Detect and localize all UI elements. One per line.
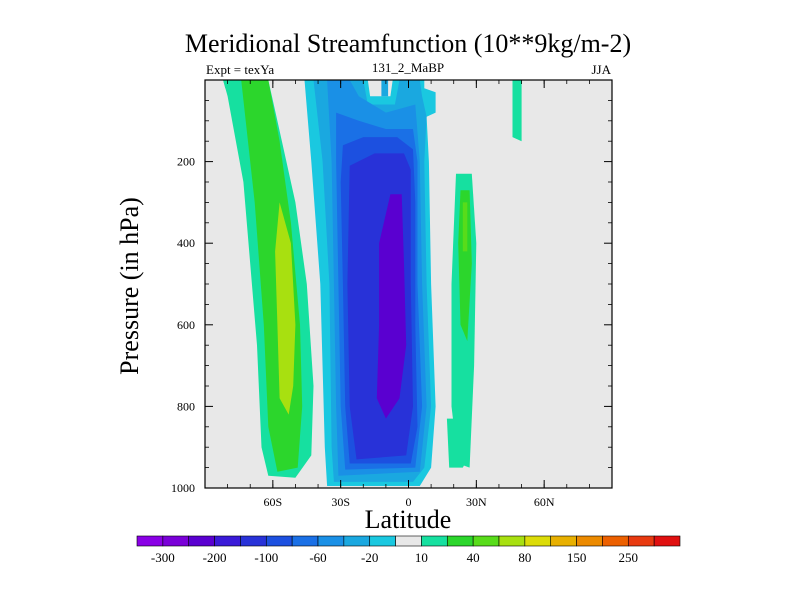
contour-neg-ridge: [381, 80, 389, 97]
colorbar-swatch: [240, 535, 267, 547]
colorbar-swatch: [369, 535, 396, 547]
y-tick-label: 600: [177, 318, 195, 332]
colorbar-label: 250: [619, 550, 639, 565]
y-tick-label: 200: [177, 155, 195, 169]
colorbar-swatch: [162, 535, 190, 547]
colorbar-swatch: [627, 535, 655, 547]
colorbar-label: -20: [361, 550, 378, 565]
x-tick-label: 60S: [263, 495, 282, 509]
x-tick-label: 30N: [466, 495, 487, 509]
y-axis-label: Pressure (in hPa): [115, 197, 144, 375]
y-tick-label: 1000: [171, 481, 195, 495]
y-tick-label: 400: [177, 236, 195, 250]
colorbar-swatch: [653, 535, 681, 547]
colorbar-label: 80: [518, 550, 531, 565]
contour-nh-green-inner: [458, 190, 472, 342]
subtitle-center: 131_2_MaBP: [372, 60, 444, 75]
y-tick-label: 800: [177, 399, 195, 413]
colorbar-swatch: [421, 535, 448, 547]
colorbar-label: 40: [467, 550, 480, 565]
colorbar-swatch: [136, 535, 164, 547]
axes: 60S 30S 0 30N 60N 200 400 600 800 1000: [171, 79, 613, 509]
contour-nh-lower-blob: [446, 418, 470, 468]
colorbar-label: 150: [567, 550, 587, 565]
colorbar: -300 -200 -100 -60 -20 10 40 80 150 250: [136, 535, 681, 565]
colorbar-swatch: [188, 535, 215, 547]
contour-sh-small-blob: [223, 80, 228, 89]
colorbar-swatch: [265, 535, 293, 547]
x-tick-label: 30S: [331, 495, 350, 509]
colorbar-swatch: [576, 535, 603, 547]
x-tick-label: 60N: [534, 495, 555, 509]
plot-area: [205, 80, 612, 488]
colorbar-swatch: [214, 535, 241, 547]
subtitle-left: Expt = texYa: [206, 62, 274, 77]
colorbar-swatch: [317, 535, 345, 547]
colorbar-swatch: [446, 535, 474, 547]
contour-neg-7: [376, 194, 407, 419]
contour-nh-top-blob: [512, 80, 522, 142]
colorbar-label: -100: [254, 550, 278, 565]
subtitle-right: JJA: [591, 62, 611, 77]
x-axis-label: Latitude: [365, 505, 452, 534]
colorbar-label: -200: [203, 550, 227, 565]
contour-sh-green-core: [275, 202, 296, 415]
colorbar-label: -60: [309, 550, 326, 565]
colorbar-swatch: [498, 535, 526, 547]
colorbar-label: -300: [151, 550, 175, 565]
colorbar-swatch: [291, 535, 319, 547]
colorbar-swatch: [524, 535, 552, 547]
x-tick-label: 0: [406, 495, 412, 509]
colorbar-swatch: [395, 535, 422, 547]
chart-title: Meridional Streamfunction (10**9kg/m-2): [185, 29, 631, 58]
colorbar-label: 10: [415, 550, 428, 565]
colorbar-swatch: [343, 535, 371, 547]
colorbar-swatch: [472, 535, 500, 547]
contour-nh-green-core: [462, 202, 468, 252]
colorbar-swatch: [550, 535, 577, 547]
colorbar-swatch: [602, 535, 629, 547]
